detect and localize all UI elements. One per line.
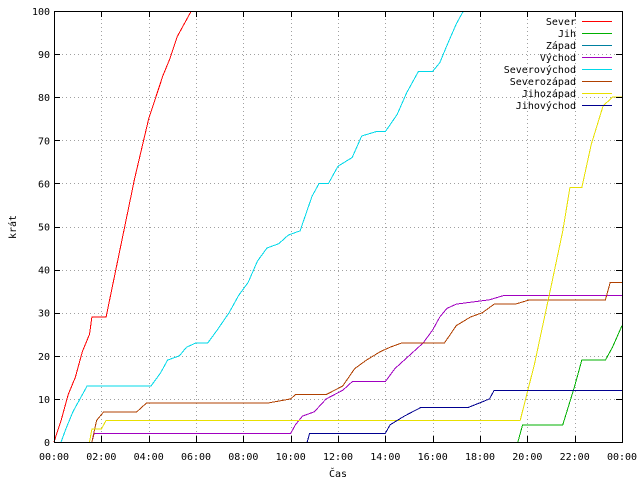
legend-label: Severovýchod [504,64,576,76]
x-tick-label: 10:00 [276,452,306,463]
legend-label: Sever [546,17,576,28]
legend-label: Západ [546,40,576,52]
series-line [89,96,622,443]
series-line [91,295,622,443]
x-tick-label: 08:00 [228,452,258,463]
legend-label: Severozápad [510,76,576,88]
y-tick-label: 80 [38,93,50,104]
y-tick-label: 100 [32,7,50,18]
axis-ticks [54,11,623,443]
x-tick-labels: 00:00 02:00 04:00 06:00 08:00 10:00 12:00 14:00… [39,452,637,463]
series-line [306,389,622,443]
x-tick-label: 04:00 [134,452,164,463]
y-tick-label: 20 [38,352,50,363]
y-tick-label: 70 [38,136,50,147]
legend-label: Východ [540,52,576,64]
x-tick-label: 20:00 [512,452,542,463]
y-tick-label: 30 [38,309,50,320]
y-tick-label: 50 [38,223,50,234]
series-line [60,10,464,443]
x-tick-label: 14:00 [370,452,400,463]
series-lines [53,10,623,443]
series-line [517,325,623,443]
y-tick-label: 60 [38,179,50,190]
x-tick-label: 18:00 [465,452,495,463]
series-line [53,10,192,443]
series-line [91,282,622,443]
x-tick-label: 16:00 [418,452,448,463]
x-tick-label: 22:00 [560,452,590,463]
y-tick-label: 90 [38,50,50,61]
legend-label: Jihovýchod [516,100,576,112]
grid [54,11,622,442]
x-tick-label: 06:00 [181,452,211,463]
x-axis-label: Čas [329,467,347,480]
x-tick-label: 00:00 [607,452,637,463]
y-axis-label: krát [7,215,19,239]
y-tick-labels: 0 10 20 30 40 50 60 70 80 90 100 [32,7,50,449]
y-tick-label: 10 [38,395,50,406]
x-tick-label: 00:00 [39,452,69,463]
y-tick-label: 0 [44,438,50,449]
y-tick-label: 40 [38,266,50,277]
legend-label: Jih [558,29,576,40]
x-tick-label: 12:00 [323,452,353,463]
x-tick-label: 02:00 [86,452,116,463]
legend-label: Jihozápad [522,88,576,100]
legend: SeverJihZápadVýchodSeverovýchodSeverozáp… [504,17,612,112]
